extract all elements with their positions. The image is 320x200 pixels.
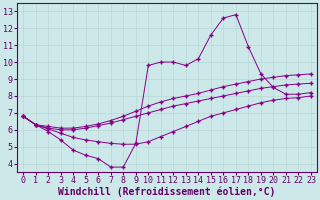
X-axis label: Windchill (Refroidissement éolien,°C): Windchill (Refroidissement éolien,°C) — [58, 187, 276, 197]
